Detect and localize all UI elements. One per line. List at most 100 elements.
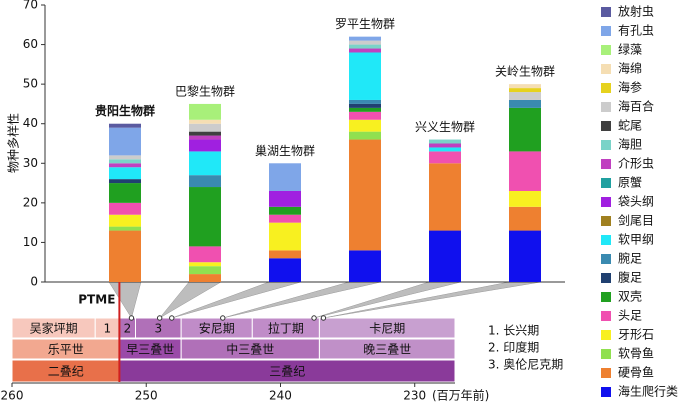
bar-segment xyxy=(189,135,221,140)
bar-segment xyxy=(109,179,141,184)
bar-segment xyxy=(269,163,301,191)
bar-segment xyxy=(109,163,141,168)
note: 3. 奥伦尼克期 xyxy=(488,357,563,372)
bar-segment xyxy=(109,155,141,160)
bar-segment xyxy=(349,131,381,140)
legend-label: 蛇尾 xyxy=(618,118,642,133)
bar-segment xyxy=(189,151,221,176)
bar-segment xyxy=(269,190,301,207)
bar-segment xyxy=(349,48,381,53)
bar-segment xyxy=(429,163,461,231)
time-unit-label: 3 xyxy=(155,322,163,336)
bar-segment xyxy=(109,167,141,180)
legend-label: 腕足 xyxy=(618,251,642,266)
legend-label: 软甲纲 xyxy=(618,233,654,247)
legend-label: 有孔虫 xyxy=(618,24,654,38)
y-tick-label: 30 xyxy=(23,156,38,170)
bar-label: 罗平生物群 xyxy=(335,17,395,31)
bar-segment xyxy=(109,123,141,128)
time-tick-label: 250 xyxy=(135,389,158,403)
bar-segment xyxy=(349,36,381,41)
bar-segment xyxy=(189,187,221,247)
bar-segment xyxy=(509,230,541,282)
time-unit-label: 吴家坪期 xyxy=(30,321,78,336)
bar-segment xyxy=(509,206,541,231)
legend-label: 放射虫 xyxy=(618,4,654,19)
note: 2. 印度期 xyxy=(488,340,539,355)
legend-label: 介形虫 xyxy=(618,157,654,171)
bar-segment xyxy=(269,206,301,215)
time-unit-label: 1 xyxy=(103,322,111,336)
bar-segment xyxy=(429,151,461,164)
legend-label: 绿藻 xyxy=(618,42,642,57)
time-tick-label: 240 xyxy=(269,389,292,403)
bar-label: 巴黎生物群 xyxy=(175,84,235,98)
legend-label: 海胆 xyxy=(618,137,642,152)
bar-segment xyxy=(349,119,381,132)
legend-label: 海百合 xyxy=(618,99,654,114)
y-tick-label: 50 xyxy=(23,77,38,91)
note: 1. 长兴期 xyxy=(488,324,539,338)
bar-segment xyxy=(269,222,301,251)
legend-swatch xyxy=(601,197,611,207)
bar-segment xyxy=(509,88,541,93)
bar-segment xyxy=(349,52,381,100)
bar-segment xyxy=(109,202,141,215)
legend-label: 头足 xyxy=(618,309,642,323)
legend-label: 剑尾目 xyxy=(618,213,654,228)
y-tick-label: 60 xyxy=(23,37,38,51)
bar-segment xyxy=(509,99,541,108)
bar-segment xyxy=(189,131,221,136)
bar-segment xyxy=(189,274,221,282)
bar-segment xyxy=(509,92,541,100)
legend-swatch xyxy=(601,140,611,150)
bar-segment xyxy=(189,103,221,120)
bar-segment xyxy=(109,226,141,231)
time-unit-label: 安尼期 xyxy=(199,321,235,336)
legend-swatch xyxy=(601,102,611,112)
time-unit-label: 晚三叠世 xyxy=(363,343,411,357)
y-tick-label: 0 xyxy=(30,275,38,289)
legend-swatch xyxy=(601,45,611,55)
bar-segment xyxy=(189,246,221,263)
time-tick-label: 230 xyxy=(403,389,426,403)
bar-segment xyxy=(189,139,221,152)
age-point xyxy=(156,315,163,321)
bar-segment xyxy=(349,44,381,49)
bar-segment xyxy=(429,230,461,282)
bar-segment xyxy=(349,103,381,108)
time-axis-label: (百万年前) xyxy=(432,388,489,403)
time-unit-label: 三叠纪 xyxy=(269,365,305,379)
bar-label: 贵阳生物群 xyxy=(95,103,155,118)
legend-swatch xyxy=(601,387,611,397)
bar-segment xyxy=(509,190,541,207)
ptme-label: PTME xyxy=(78,293,115,307)
legend-label: 牙形石 xyxy=(618,328,654,342)
bar-segment xyxy=(429,147,461,152)
time-unit-label: 中三叠世 xyxy=(226,342,274,357)
bar-segment xyxy=(269,214,301,223)
legend-swatch xyxy=(601,330,611,340)
y-tick-label: 40 xyxy=(23,116,38,130)
bar-segment xyxy=(349,107,381,112)
legend-swatch xyxy=(601,349,611,359)
legend-swatch xyxy=(601,235,611,245)
bar-segment xyxy=(109,214,141,227)
legend-swatch xyxy=(601,368,611,378)
bar-segment xyxy=(109,183,141,203)
age-point xyxy=(128,315,135,321)
legend-swatch xyxy=(601,292,611,302)
time-unit-label: 早三叠世 xyxy=(126,343,174,357)
bar-segment xyxy=(109,230,141,282)
time-unit-label: 拉丁期 xyxy=(268,321,304,336)
legend-swatch xyxy=(601,159,611,169)
bar-label: 关岭生物群 xyxy=(495,65,555,79)
legend-label: 原蟹 xyxy=(618,175,642,190)
age-point xyxy=(220,315,226,321)
y-tick-label: 10 xyxy=(23,235,38,249)
time-unit-label: 乐平世 xyxy=(48,343,84,357)
age-point xyxy=(320,315,327,321)
time-unit xyxy=(318,338,456,360)
time-unit-label: 卡尼期 xyxy=(369,322,405,336)
